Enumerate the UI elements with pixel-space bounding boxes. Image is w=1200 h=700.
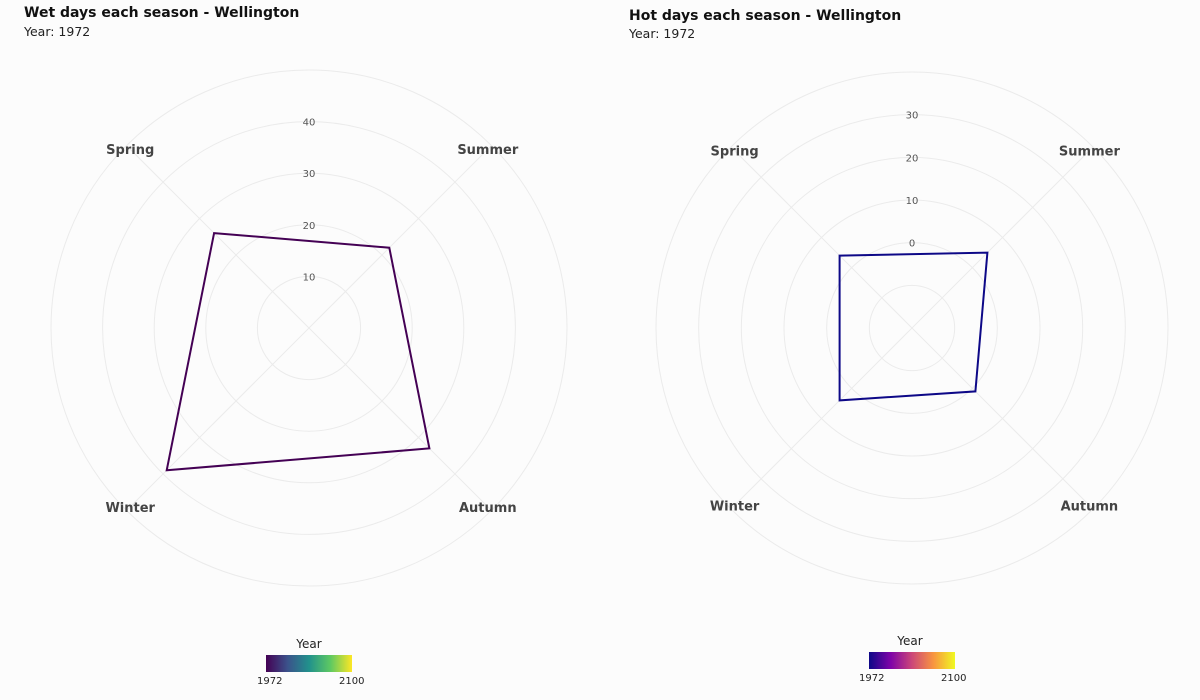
radar-grid [50,69,568,587]
category-label-spring: Spring [106,143,154,158]
radial-tick-label: 0 [909,239,915,250]
category-label-autumn: Autumn [459,501,517,516]
chart-title: Wet days each season - Wellington [24,5,300,21]
wet-days-radar: 10 20 30 40 Spring Summer Autumn Winter [50,69,568,587]
category-label-spring: Spring [711,145,759,160]
category-label-winter: Winter [710,499,760,514]
grid-circle [153,172,465,484]
legend-max-label: 2100 [941,673,967,684]
grid-spoke [308,327,492,511]
plasma-colorbar [869,652,955,669]
wet-days-panel: 10 20 30 40 Spring Summer Autumn Winter Wet day… [24,5,568,687]
category-label-winter: Winter [105,501,155,516]
grid-circle [205,224,413,432]
grid-circle [50,69,568,587]
chart-title: Hot days each season - Wellington [629,8,902,24]
legend-min-label: 1972 [257,676,283,687]
radial-tick-label: 20 [303,221,316,232]
grid-spoke [126,145,310,329]
hot-days-radar: 0 10 20 30 Spring Summer Autumn Winter [655,71,1169,585]
grid-circle [698,114,1126,542]
grid-circle [655,71,1169,585]
grid-circle [826,242,998,414]
radial-tick-label: 30 [303,169,316,180]
category-label-summer: Summer [457,143,519,158]
radial-tick-label: 10 [303,272,316,283]
category-label-autumn: Autumn [1061,499,1119,514]
series-polygon [838,251,989,402]
radial-tick-label: 30 [906,111,919,122]
series-polygon [165,232,431,472]
grid-circle [783,199,1041,457]
grid-circle [102,121,516,535]
grid-spoke [308,145,492,329]
grid-spoke [911,327,1094,510]
grid-circle [740,156,1084,500]
grid-spoke [730,327,913,510]
grid-circle [256,275,362,381]
legend-title: Year [897,634,923,648]
grid-spoke [911,146,1094,329]
chart-subtitle: Year: 1972 [24,24,91,39]
grid-spoke [730,146,913,329]
radial-tick-label: 40 [303,118,316,129]
grid-circle [868,284,956,372]
radial-tick-label: 20 [906,153,919,164]
legend-max-label: 2100 [339,676,365,687]
radar-grid [655,71,1169,585]
category-label-summer: Summer [1059,145,1121,160]
hot-days-panel: 0 10 20 30 Spring Summer Autumn Winter Hot days… [600,0,1200,700]
viridis-colorbar [266,655,352,672]
radial-tick-label: 10 [906,196,919,207]
chart-subtitle: Year: 1972 [629,26,696,41]
legend-min-label: 1972 [859,673,885,684]
legend-title: Year [296,637,322,651]
grid-spoke [126,327,310,511]
